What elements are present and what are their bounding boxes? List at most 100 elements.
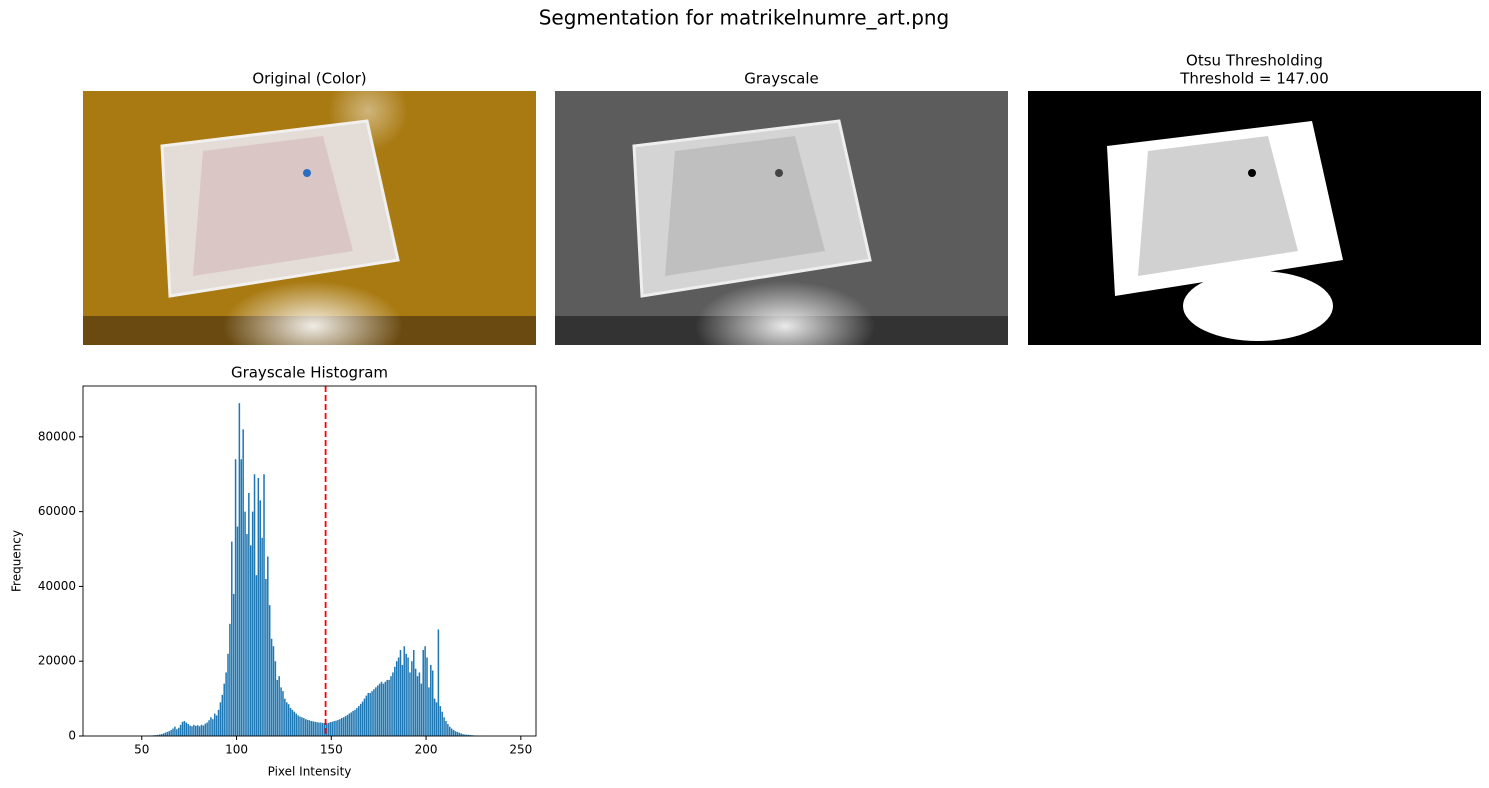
bar (394, 666, 396, 736)
bar (416, 676, 419, 736)
bar (282, 691, 284, 736)
bar (337, 719, 339, 736)
image-gray (555, 91, 1008, 371)
bar (272, 646, 275, 736)
bar (289, 707, 292, 736)
bar (340, 718, 343, 736)
bar (375, 687, 377, 736)
bar (261, 537, 263, 736)
bar (185, 722, 188, 736)
bar (248, 492, 250, 736)
bar (299, 716, 301, 736)
image-color (83, 71, 536, 371)
bar (314, 721, 316, 736)
bar (291, 709, 294, 736)
bar (365, 695, 368, 736)
bar (443, 717, 445, 736)
bar (164, 732, 167, 736)
bar (176, 729, 178, 736)
bar (466, 734, 468, 736)
bar (342, 717, 345, 736)
bar (242, 429, 244, 736)
bar (464, 734, 466, 736)
bar (189, 725, 191, 736)
y-axis-label: Frequency (10, 530, 24, 592)
bar (339, 719, 341, 736)
bar (412, 649, 415, 736)
bar (202, 725, 205, 736)
bar (270, 638, 273, 736)
bar (426, 657, 428, 736)
bar (276, 679, 279, 736)
bar (376, 685, 379, 736)
bar (206, 722, 208, 736)
bar (335, 720, 337, 736)
bar (229, 623, 231, 736)
bar (424, 646, 426, 736)
bar (467, 734, 470, 736)
plot-frame (82, 385, 537, 737)
bar (200, 724, 203, 736)
bar (257, 477, 260, 736)
bar (193, 724, 195, 736)
bar (346, 715, 349, 736)
bar (318, 722, 320, 736)
bar (405, 653, 407, 736)
bar (428, 687, 430, 736)
bar (246, 534, 248, 736)
bar (325, 723, 328, 736)
bar (187, 724, 189, 736)
bar (215, 715, 218, 736)
bar (255, 575, 258, 736)
y-tick-label: 80000 (38, 429, 76, 443)
bar (409, 672, 411, 736)
bar (174, 726, 176, 736)
bar (251, 511, 254, 736)
bar (217, 709, 220, 736)
bar (386, 679, 388, 736)
bar (278, 676, 280, 736)
bar (371, 691, 373, 736)
bar (420, 683, 423, 736)
bar (430, 664, 432, 736)
bar (395, 661, 398, 736)
y-tick-label: 20000 (38, 654, 76, 668)
bar (301, 717, 303, 736)
bar (356, 707, 358, 736)
bar (280, 687, 282, 736)
bar (162, 733, 165, 736)
bar (259, 500, 261, 736)
bar (348, 713, 351, 736)
bar (462, 734, 464, 736)
bar (331, 721, 334, 736)
bar (213, 713, 216, 736)
bar (293, 711, 296, 736)
bar (285, 702, 288, 736)
bar (316, 722, 318, 736)
bar (373, 689, 375, 736)
bar (329, 722, 332, 736)
image-title: Threshold = 147.00 (1179, 70, 1329, 88)
bar (369, 692, 371, 736)
bar (308, 720, 311, 736)
bar (198, 726, 201, 736)
x-tick-label: 200 (415, 743, 438, 757)
bar (344, 716, 347, 736)
bar (312, 721, 315, 736)
bar (170, 730, 172, 736)
bar (460, 733, 462, 736)
bar (177, 727, 180, 736)
bar (297, 715, 299, 736)
bar (441, 711, 443, 736)
bar (238, 403, 241, 736)
bar (219, 702, 222, 736)
bar (450, 728, 453, 736)
bar (157, 734, 159, 736)
bar (380, 681, 383, 736)
bar (160, 734, 163, 736)
bar (221, 694, 224, 736)
bar (458, 732, 460, 736)
bar (431, 670, 434, 736)
bar (361, 701, 364, 736)
